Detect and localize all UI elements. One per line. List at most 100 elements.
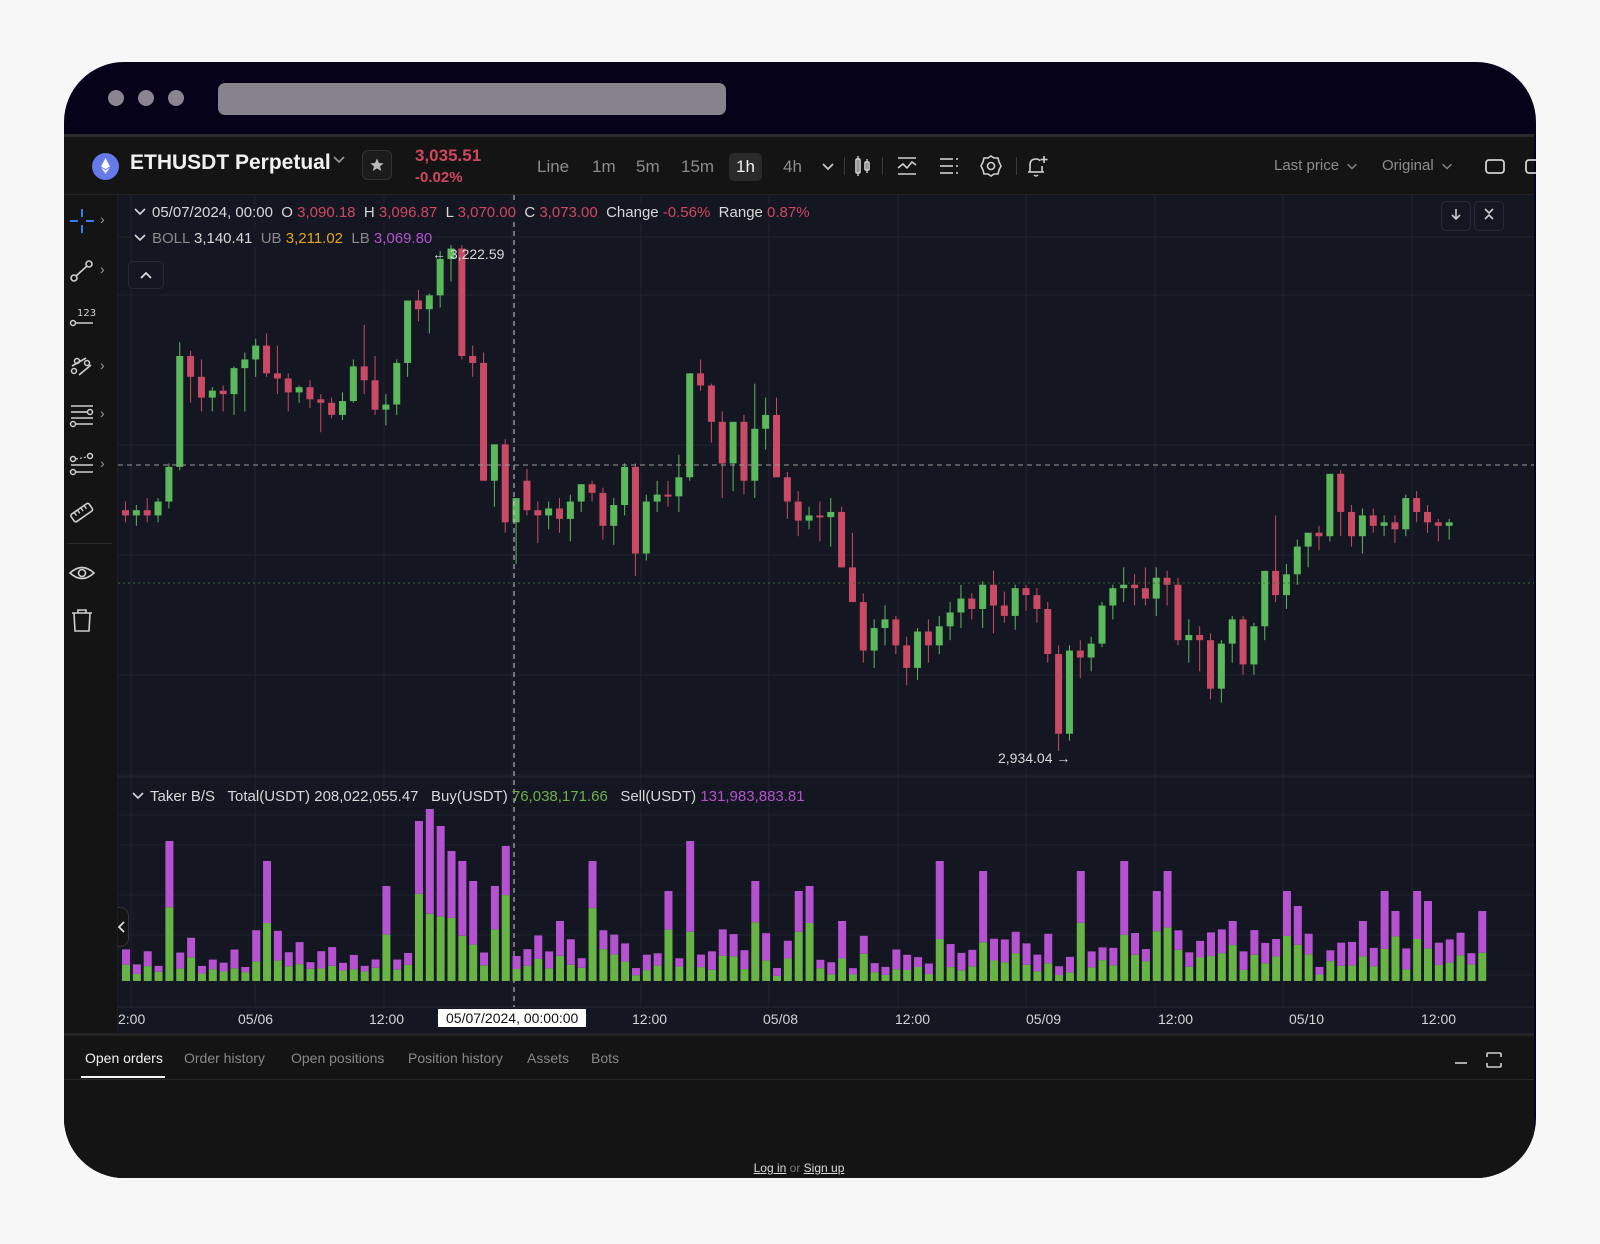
timeframe-1h[interactable]: 1h [729,153,762,181]
fullscreen-icon[interactable] [1482,153,1508,179]
collapse-pane-button[interactable] [1474,201,1504,231]
ethereum-icon [92,153,119,180]
minimize-panel-button[interactable] [1452,1052,1470,1075]
tabs-divider [64,1079,1534,1080]
high-price-value: 3,222.59 [449,246,505,262]
close-label: C [524,204,536,221]
time-label: 05/06 [238,1011,274,1027]
trading-app: ETHUSDT Perpetual 3,035.51 -0.02% Line 1… [64,134,1536,1178]
minus-icon [1455,1062,1467,1064]
time-label: 12:00 [1421,1011,1457,1027]
low-label: L [445,204,454,221]
collapse-chevron-icon[interactable] [134,233,146,243]
time-label: 2:00 [118,1011,146,1027]
crosshair-tool[interactable]: › [64,201,117,241]
symbol-dropdown-chevron-icon[interactable] [331,151,347,172]
crosshair-icon [70,209,94,233]
low-price-value: 2,934.04 [998,750,1053,766]
range-value: 0.87% [767,204,810,221]
scroll-to-latest-button[interactable] [1441,201,1471,231]
taker-sell-label: Sell(USDT) [620,788,697,805]
low-value: 3,070.00 [457,204,516,221]
chart-canvas[interactable] [118,195,1534,1033]
projection-icon [69,452,94,476]
tab-bots[interactable]: Bots [591,1050,620,1066]
measure-tool[interactable] [64,493,117,533]
chevron-right-icon: › [100,455,105,471]
window-maximize-dot[interactable] [168,90,184,106]
boll-lb-value: 3,069.80 [373,230,433,247]
chart-toolbar: ETHUSDT Perpetual 3,035.51 -0.02% Line 1… [64,137,1536,195]
address-bar[interactable] [218,83,726,115]
toolbar-divider [1016,157,1017,175]
high-value: 3,096.87 [378,204,438,221]
scale-mode-dropdown[interactable]: Original [1382,137,1454,194]
chevron-right-icon: › [100,211,105,227]
collapse-legends-button[interactable] [128,261,164,289]
trendline-tool[interactable]: › [64,251,117,291]
gear-icon[interactable] [978,153,1004,179]
pattern-tool[interactable]: › [64,347,117,387]
low-price-marker: 2,934.04 → [998,750,1071,766]
time-axis[interactable]: 2:00 05/06 12:00 05/07/2024, 00:00:00 12… [118,1007,1534,1033]
expand-icon [1486,1052,1502,1068]
symbol-title[interactable]: ETHUSDT Perpetual [130,151,331,174]
collapse-sidebar-button[interactable] [118,907,129,947]
ruler-icon [70,502,94,523]
toolbar-divider [844,157,845,175]
chevron-right-icon: › [100,357,105,373]
projection-tool[interactable]: › [64,445,117,485]
delete-drawings-tool[interactable] [64,600,117,640]
open-value: 3,090.18 [297,204,356,221]
sidebar-divider [68,543,112,544]
taker-label: Taker B/S [150,788,216,805]
tab-open-orders[interactable]: Open orders [85,1050,163,1066]
timeframe-1m[interactable]: 1m [592,157,616,176]
window-minimize-dot[interactable] [138,90,154,106]
visibility-tool[interactable] [64,553,117,593]
collapse-chevron-icon[interactable] [132,791,144,801]
price-type-dropdown[interactable]: Last price [1274,137,1359,194]
indicators-icon[interactable] [894,153,920,179]
orders-panel: Open orders Order history Open positions… [64,1033,1534,1178]
taker-buy-label: Buy(USDT) [431,788,508,805]
timeframe-4h[interactable]: 4h [783,157,802,176]
favorite-star-button[interactable] [362,150,392,180]
active-tab-indicator [81,1076,165,1078]
maximize-panel-button[interactable] [1484,1050,1504,1075]
boll-ub-label: UB [260,230,282,247]
taker-sell-value: 131,983,883.81 [700,788,805,805]
fib-tool[interactable]: › [64,395,117,435]
chart-settings-list-icon[interactable] [936,153,962,179]
tab-position-history[interactable]: Position history [408,1050,503,1066]
ohlc-legend: 05/07/2024, 00:00 O 3,090.18 H 3,096.87 … [132,204,812,221]
tab-order-history[interactable]: Order history [184,1050,265,1066]
tab-open-positions[interactable]: Open positions [291,1050,385,1066]
taker-total-label: Total(USDT) [227,788,311,805]
collapse-chevron-icon[interactable] [134,207,146,217]
timeframe-5m[interactable]: 5m [636,157,660,176]
candlestick-type-icon[interactable] [850,153,876,179]
price-chart[interactable]: 05/07/2024, 00:00 O 3,090.18 H 3,096.87 … [118,195,1534,1033]
tab-assets[interactable]: Assets [527,1050,570,1066]
taker-total-value: 208,022,055.47 [314,788,419,805]
timeframe-line[interactable]: Line [537,157,570,176]
time-label: 05/09 [1026,1011,1062,1027]
boll-mid-value: 3,140.41 [193,230,253,247]
login-link[interactable]: Log in [753,1161,787,1175]
add-alert-bell-icon[interactable] [1024,153,1050,179]
high-label: H [363,204,375,221]
signup-link[interactable]: Sign up [803,1161,845,1175]
layout-icon[interactable] [1522,153,1536,179]
time-label: 12:00 [1158,1011,1194,1027]
range-label: Range [718,204,763,221]
window-close-dot[interactable] [108,90,124,106]
drawing-tools-sidebar: › › 123 › › › [64,195,118,1055]
taker-bs-legend: Taker B/S Total(USDT) 208,022,055.47 Buy… [132,788,805,805]
time-label: 05/08 [763,1011,799,1027]
chevron-left-icon [118,921,125,933]
more-timeframes-chevron-icon[interactable] [820,158,836,179]
timeframe-15m[interactable]: 15m [681,157,715,176]
price-label-tool[interactable]: 123 [64,299,117,339]
trendline-icon [70,260,93,282]
